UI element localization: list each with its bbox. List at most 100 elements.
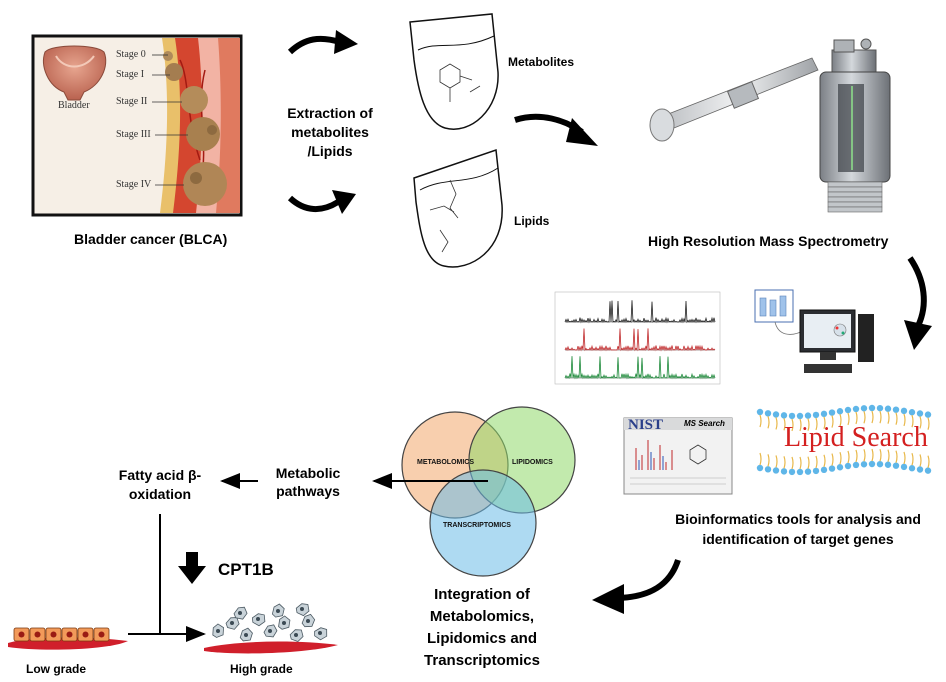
lipid-tail xyxy=(847,412,850,426)
extraction-line-1: Extraction of xyxy=(287,105,373,121)
spectra-panel xyxy=(554,291,721,385)
lipid-head xyxy=(812,467,820,475)
cell-nucleus xyxy=(294,633,298,637)
lipid-tail xyxy=(799,418,802,432)
lipid-head xyxy=(772,411,780,418)
lipid-tail xyxy=(863,449,866,462)
cell-nucleus xyxy=(256,617,260,621)
cell-nucleus xyxy=(216,629,220,633)
integration-line-4: Transcriptomics xyxy=(424,652,540,669)
integration-line-1: Integration of xyxy=(434,586,530,603)
lipid-tail xyxy=(871,410,874,424)
lipid-head xyxy=(860,461,868,468)
ms-caption: High Resolution Mass Spectrometry xyxy=(648,233,889,249)
lipid-tail xyxy=(823,416,826,430)
spectrum-trace-green xyxy=(564,356,716,380)
lipid-tail xyxy=(855,411,858,425)
metabolic-line-1: Metabolic xyxy=(275,465,341,481)
lipid-head xyxy=(780,412,788,419)
lipid-head xyxy=(892,462,900,469)
cell-nucleus xyxy=(18,631,25,638)
lipid-tail xyxy=(863,411,866,424)
extraction-line-2: metabolites xyxy=(291,124,369,140)
extraction-line-3: /Lipids xyxy=(307,143,353,159)
lipid-head xyxy=(836,408,844,415)
stage-label-2: Stage II xyxy=(116,96,148,107)
lipid-tail xyxy=(847,450,850,464)
lipid-tail xyxy=(903,413,906,427)
lipid-head xyxy=(788,412,796,420)
lipid-head xyxy=(772,467,780,474)
fatty-line-1: Fatty acid β- xyxy=(118,467,202,483)
mass-spectrometer xyxy=(649,38,891,213)
metabolic-line-2: pathways xyxy=(276,483,340,499)
arrow-ms-down xyxy=(904,256,932,350)
lipid-tail xyxy=(887,411,890,424)
lipid-tail xyxy=(831,415,834,428)
low-grade-cells xyxy=(8,627,128,650)
lipid-head xyxy=(828,409,836,416)
lipid-head xyxy=(844,462,852,470)
stage-label-1: Stage I xyxy=(116,69,145,80)
lipid-tail xyxy=(799,456,802,470)
metabolic-pathways-label: Metabolic pathways xyxy=(262,464,354,500)
cell-nucleus xyxy=(300,607,304,611)
lipid-tail xyxy=(919,454,922,467)
low-grade-label: Low grade xyxy=(26,662,87,676)
venn-diagram xyxy=(401,406,576,577)
lipid-head xyxy=(756,408,764,416)
venn-circle-transcriptomics xyxy=(429,469,537,577)
lipid-tail xyxy=(879,448,882,462)
extraction-label: Extraction of metabolites /Lipids xyxy=(272,104,388,161)
cell-nucleus xyxy=(318,631,322,635)
nist-logo: NIST xyxy=(628,417,664,433)
lipid-tail xyxy=(927,455,930,468)
lipid-tail xyxy=(807,456,810,469)
lipid-tail xyxy=(783,418,786,431)
arrow-to-integration xyxy=(592,558,681,614)
venn-label-lipidomics: LIPIDOMICS xyxy=(512,459,553,466)
nist-title: MS Search xyxy=(684,419,725,428)
lipid-head xyxy=(804,412,812,419)
lipids-tube xyxy=(413,148,503,268)
lipids-label: Lipids xyxy=(514,214,550,228)
venn-label-transcriptomics: TRANSCRIPTOMICS xyxy=(443,522,511,529)
cell-nucleus xyxy=(230,621,234,625)
high-grade-cells xyxy=(204,603,338,654)
lipid-tail xyxy=(807,418,810,431)
spectrum-trace-red xyxy=(564,328,716,352)
tools-caption: Bioinformatics tools for analysis and id… xyxy=(652,509,944,549)
lipid-head xyxy=(900,407,908,415)
lipid-head xyxy=(852,405,860,413)
lipid-head xyxy=(756,464,764,472)
lipid-head xyxy=(804,468,812,475)
lipid-tail xyxy=(919,416,922,429)
lipid-tail xyxy=(855,449,858,463)
cell-nucleus xyxy=(268,629,272,633)
lipid-head xyxy=(892,406,900,413)
lipid-tail xyxy=(887,449,890,462)
lipid-tail xyxy=(775,455,778,468)
lipid-head xyxy=(764,410,772,417)
integration-caption: Integration of Metabolomics, Lipidomics … xyxy=(396,584,568,672)
lipid-tail xyxy=(815,455,818,469)
cell-nucleus xyxy=(244,633,248,637)
lipid-head xyxy=(796,412,804,420)
venn-label-metabolomics: METABOLOMICS xyxy=(417,459,475,466)
lipid-tail xyxy=(903,451,906,465)
lipid-head xyxy=(916,410,924,417)
arrow-to-lipids xyxy=(287,190,356,214)
bladder-caption: Bladder cancer (BLCA) xyxy=(74,231,228,247)
cell-nucleus xyxy=(306,619,310,623)
lipid-head xyxy=(916,466,924,473)
lipid-tail xyxy=(815,417,818,431)
lipid-head xyxy=(820,410,828,418)
lipid-head xyxy=(820,466,828,474)
lipid-search-logo xyxy=(756,404,932,476)
spectrum-trace-black xyxy=(564,300,716,324)
lipid-head xyxy=(860,405,868,412)
lipid-head xyxy=(828,465,836,472)
lipid-tail xyxy=(791,418,794,432)
lipid-search-text: Lipid Search xyxy=(784,422,928,453)
